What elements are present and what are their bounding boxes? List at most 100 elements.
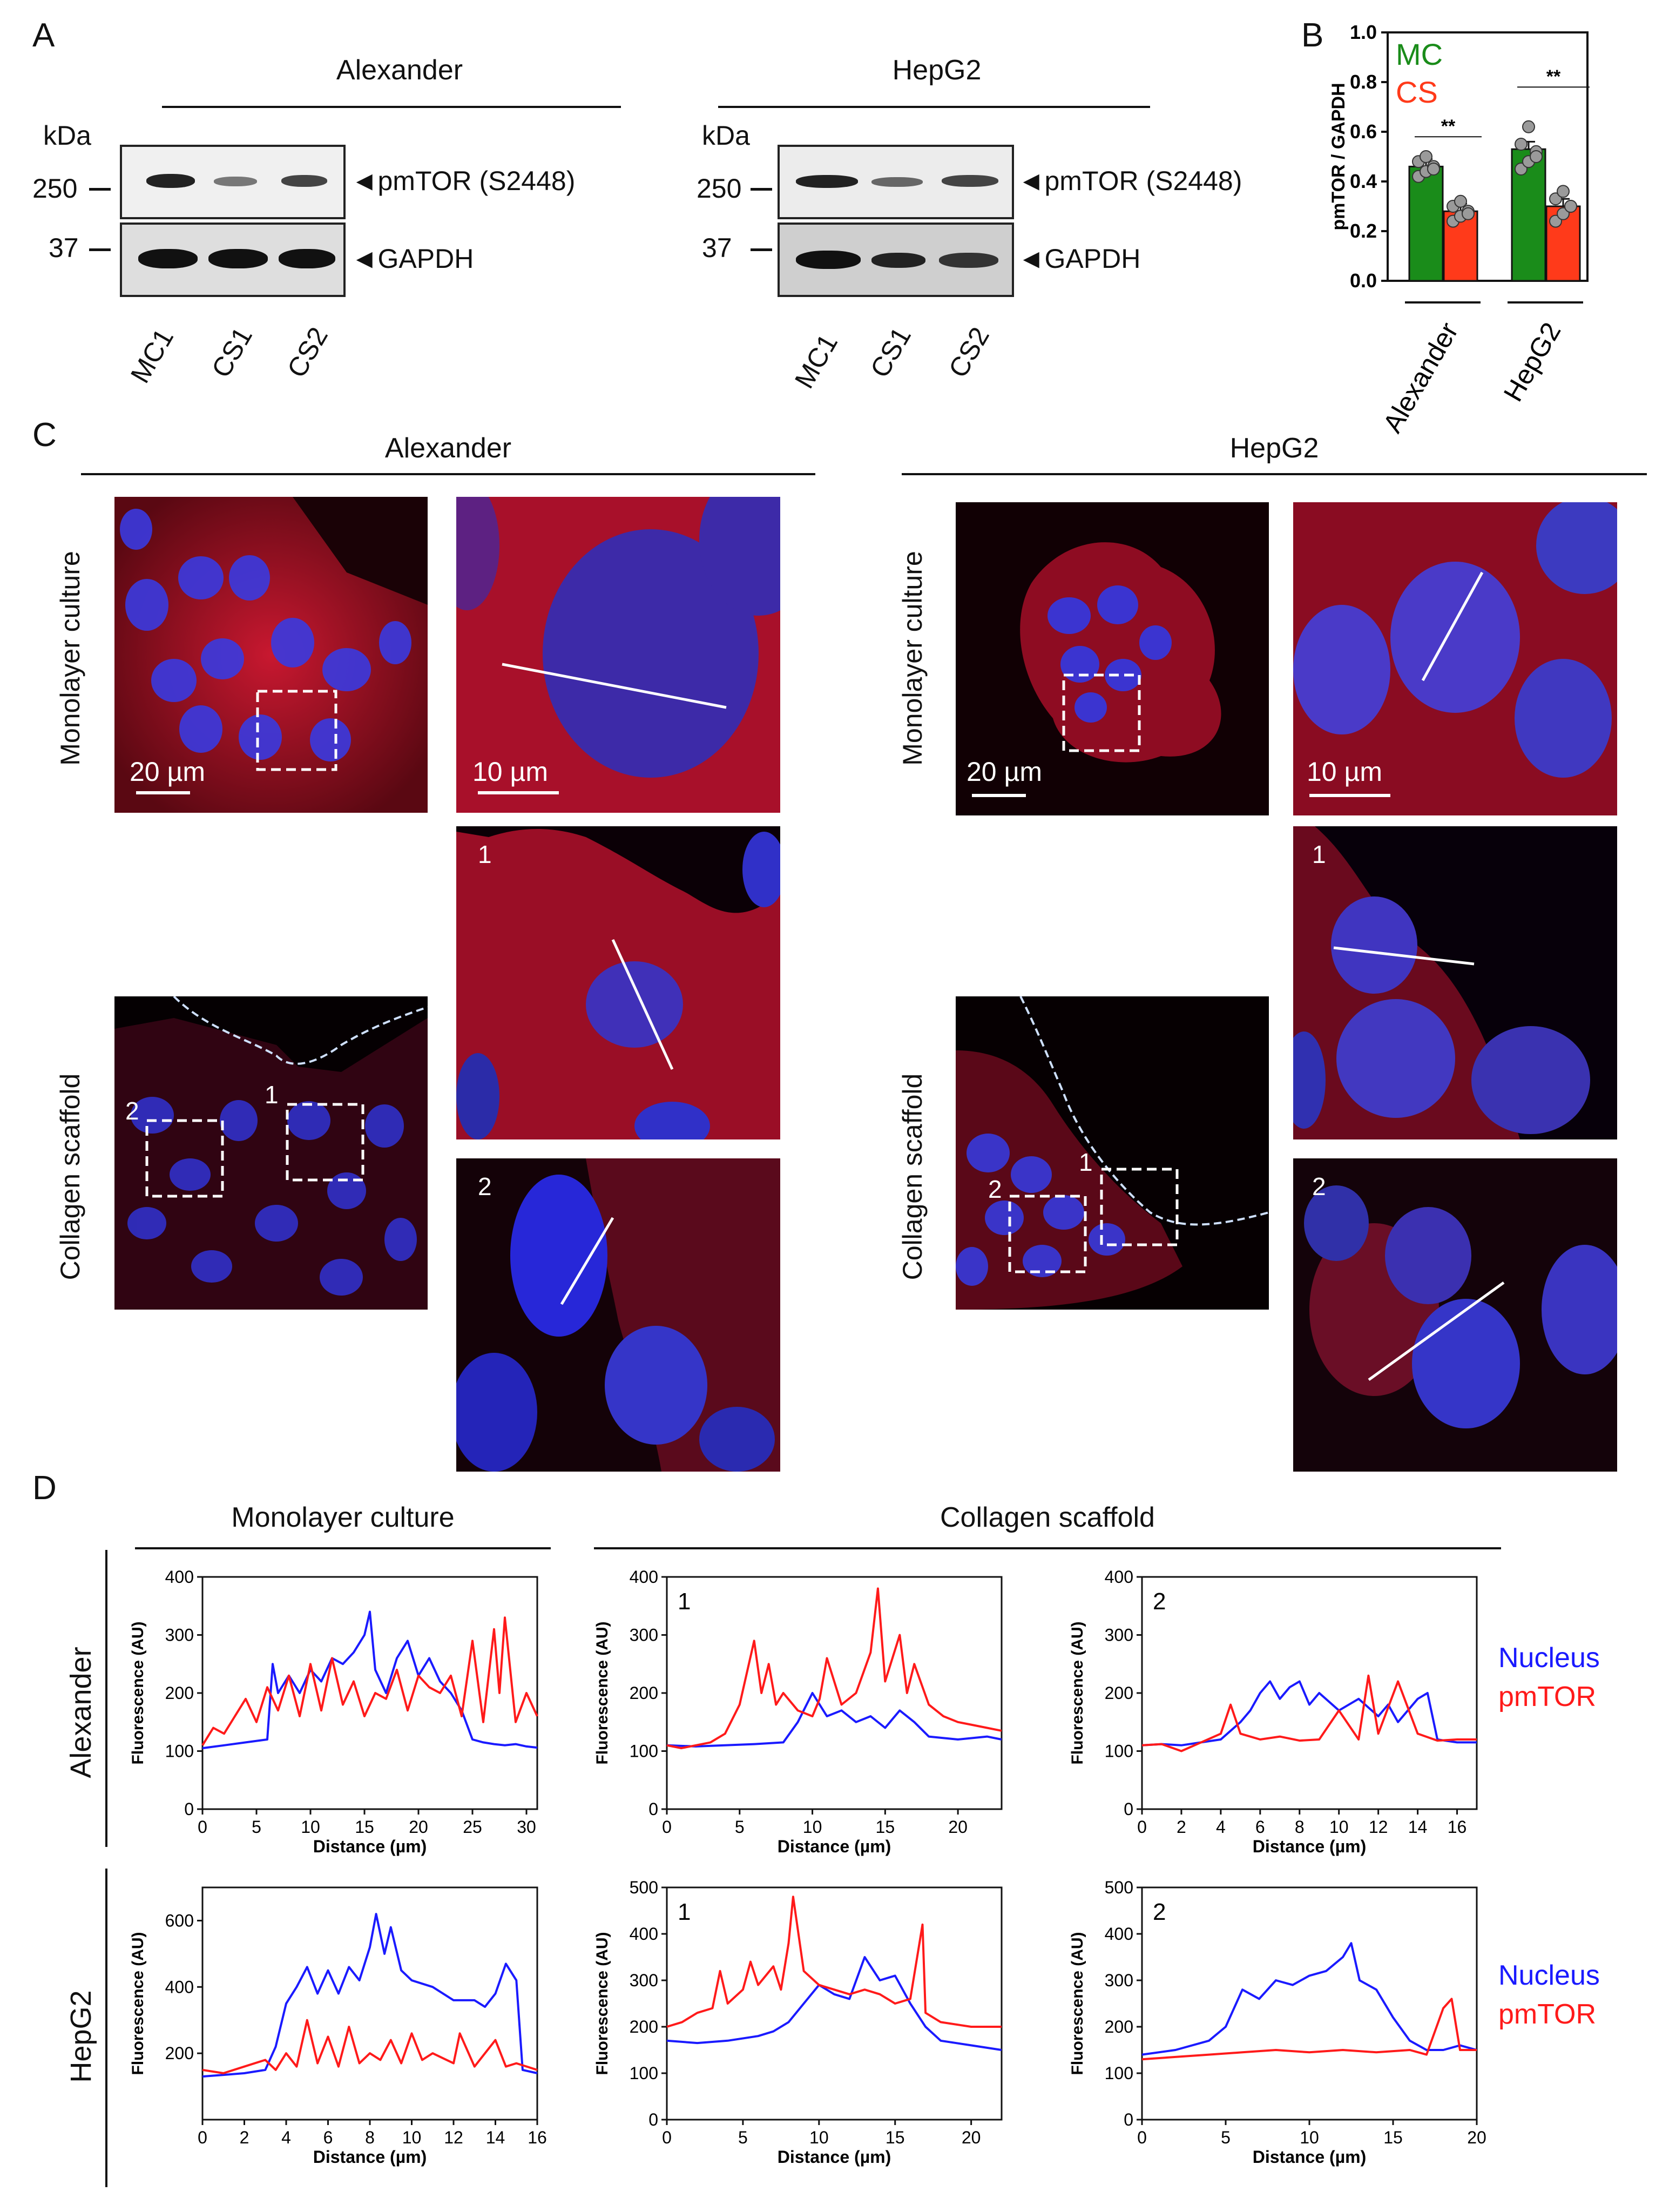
row-label-monolayer: Monolayer culture [55, 551, 85, 766]
series-line-nucleus [202, 1913, 538, 2078]
series-line-pmtor [201, 1616, 538, 1746]
y-tick-label: 0.4 [1350, 170, 1377, 192]
x-tick-label: 5 [1221, 2128, 1231, 2147]
band-label-pmtor: ◄pmTOR (S2448) [1018, 166, 1242, 196]
band-label-gapdh: ◄GAPDH [1018, 244, 1141, 274]
panel-letter-d: D [32, 1469, 57, 1507]
x-tick-label: 8 [365, 2128, 375, 2147]
x-tick-label: 2 [240, 2128, 249, 2147]
blot-gapdh-alexander [120, 222, 346, 297]
micrograph-alexander-inset-2 [456, 1158, 780, 1472]
x-tick-label: 20 [948, 1817, 968, 1837]
x-tick-label: 4 [1216, 1817, 1226, 1837]
y-tick-label: 600 [165, 1911, 194, 1930]
x-tick-label: 0 [662, 2128, 672, 2147]
x-tick-label: 10 [301, 1817, 320, 1837]
x-tick-label: 6 [323, 2128, 333, 2147]
data-point [1557, 185, 1570, 198]
data-point [1427, 163, 1440, 176]
y-tick-label: 0.6 [1350, 120, 1377, 143]
y-tick-label: 0 [648, 2110, 658, 2129]
x-tick-label: 15 [1383, 2128, 1403, 2147]
kda-250: 250 [32, 173, 78, 204]
x-tick-label: 0 [198, 1817, 207, 1837]
panel-letter-b: B [1301, 17, 1324, 54]
plot-frame [666, 1886, 1003, 2121]
profile-chart-alexander-collagen-2: 0 2 4 6 8 10 12 14 16 0 100 200 300 400 Distance (µm) F… [1069, 1567, 1478, 1856]
x-tick-label: 10 [1300, 2128, 1319, 2147]
series-line-nucleus [666, 1956, 1002, 2051]
kda-37: 37 [702, 233, 732, 263]
data-point [1564, 200, 1577, 213]
scale-bar-label: 10 µm [472, 757, 548, 787]
micro-title-alexander: Alexander [384, 433, 512, 464]
x-tick-label: 5 [738, 2128, 748, 2147]
x-tick-label: 15 [876, 1817, 895, 1837]
band-label-gapdh: ◄GAPDH [351, 244, 474, 274]
x-tick-label: 25 [463, 1817, 482, 1837]
x-tick-label: 14 [486, 2128, 505, 2147]
x-axis-label: Distance (µm) [778, 2147, 891, 2167]
scale-bar-label: 20 µm [967, 757, 1042, 787]
x-tick-label: 16 [528, 2128, 547, 2147]
y-tick-label: 400 [630, 1567, 658, 1587]
inset-number: 1 [678, 1899, 691, 1925]
band [279, 249, 335, 268]
row-label-alexander: Alexander [65, 1647, 97, 1778]
band [871, 177, 923, 187]
y-tick-label: 300 [165, 1626, 194, 1645]
y-tick-label: 100 [165, 1742, 194, 1761]
x-tick-label: 6 [1255, 1817, 1265, 1837]
y-tick-label: 0 [1124, 2110, 1133, 2129]
band [208, 249, 268, 268]
plot-frame [1387, 31, 1589, 282]
significance-label: ** [1441, 116, 1456, 137]
lane-label: MC1 [788, 329, 844, 394]
band [214, 177, 257, 186]
x-axis-label: Distance (µm) [1253, 2147, 1366, 2167]
micrograph-hepg2-collagen [956, 996, 1269, 1310]
blot-title-underline [718, 106, 1150, 108]
x-tick-label: 0 [1137, 1817, 1147, 1837]
x-tick-label: 20 [409, 1817, 428, 1837]
lane-label: MC1 [124, 323, 180, 388]
blot-title-alexander: Alexander [336, 55, 463, 86]
y-tick-label: 200 [165, 2044, 194, 2063]
x-tick-label: 5 [735, 1817, 745, 1837]
y-axis-label: Fluorescence (AU) [129, 1621, 147, 1764]
y-tick-label: 200 [630, 1683, 658, 1703]
row-bracket-alexander [105, 1550, 107, 1847]
series-line-nucleus [1141, 1942, 1477, 2056]
data-point [1454, 194, 1467, 208]
y-tick-label: 1.0 [1350, 21, 1377, 43]
blot-pmtor-alexander [120, 145, 346, 219]
micrograph-svg [456, 826, 780, 1139]
series-line-nucleus [666, 1692, 1002, 1748]
y-axis-label: Fluorescence (AU) [1069, 1621, 1086, 1764]
y-tick-label: 300 [1105, 1626, 1133, 1645]
micro-title-underline [902, 473, 1647, 475]
kda-label: kDa [43, 120, 91, 151]
lane-label: CS1 [864, 322, 917, 383]
y-tick-label: 400 [165, 1977, 194, 1997]
micrograph-svg [956, 502, 1269, 815]
legend-label: MC [1396, 37, 1443, 71]
y-axis-label: Fluorescence (AU) [593, 1621, 611, 1764]
y-axis-label: Fluorescence (AU) [129, 1932, 147, 2075]
panel-letter-a: A [32, 17, 55, 54]
y-tick-label: 400 [1105, 1924, 1133, 1944]
x-tick-label: 10 [1329, 1817, 1349, 1837]
inset-number-2: 2 [478, 1172, 492, 1201]
series-line-pmtor [202, 2019, 538, 2074]
significance-label: ** [1546, 66, 1561, 87]
micrograph-svg [456, 1158, 780, 1472]
kda-label: kDa [702, 120, 750, 151]
legend-label: CS [1396, 75, 1438, 109]
micrograph-svg [114, 497, 428, 813]
y-tick-label: 0.2 [1350, 220, 1377, 242]
micrograph-hepg2-inset-2 [1293, 1158, 1617, 1472]
profile-chart-hepg2-monolayer: 0 2 4 6 8 10 12 14 16 200 400 600 Distance (µm) Fluor… [129, 1886, 547, 2167]
band [939, 253, 998, 268]
x-tick-label: 10 [809, 2128, 829, 2147]
